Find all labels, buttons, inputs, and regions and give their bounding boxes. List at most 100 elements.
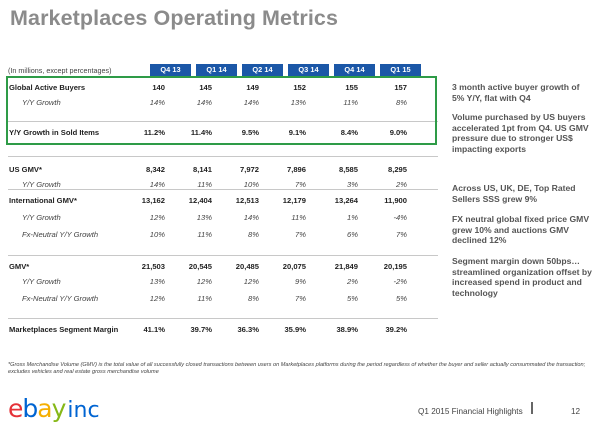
row-label: US GMV*: [9, 165, 42, 174]
table-cell: 145: [199, 83, 212, 92]
row-divider: [8, 318, 438, 319]
table-cell: 10%: [149, 230, 165, 239]
row-label: Fx-Neutral Y/Y Growth: [22, 294, 99, 303]
table-cell: 8%: [248, 230, 259, 239]
table-cell: 6%: [347, 230, 358, 239]
table-cell: 155: [345, 83, 358, 92]
table-cell: -2%: [393, 277, 407, 286]
commentary-item: Volume purchased by US buyers accelerate…: [452, 112, 589, 154]
table-cell: 8%: [396, 98, 407, 107]
table-cell: 13,162: [141, 196, 165, 205]
row-label: Y/Y Growth in Sold Items: [9, 128, 100, 137]
table-cell: 41.1%: [143, 325, 165, 334]
table-cell: 8,295: [387, 165, 407, 174]
table-cell: 14%: [196, 98, 212, 107]
table-cell: 10%: [243, 180, 259, 189]
table-cell: 39.2%: [385, 325, 407, 334]
commentary-item: 3 month active buyer growth of 5% Y/Y, f…: [452, 82, 580, 103]
table-cell: 140: [152, 83, 165, 92]
table-cell: 20,545: [188, 262, 212, 271]
units-note: (In millions, except percentages): [8, 66, 112, 75]
table-cell: 9.1%: [288, 128, 306, 137]
row-label: Y/Y Growth: [22, 277, 61, 286]
table-cell: 11%: [291, 213, 306, 222]
table-cell: 39.7%: [190, 325, 212, 334]
column-header: Q1 15: [380, 64, 421, 76]
table-cell: 7%: [396, 230, 407, 239]
column-header: Q4 14: [334, 64, 375, 76]
page-number: 12: [571, 407, 581, 416]
row-label: Global Active Buyers: [9, 83, 86, 92]
table-cell: 7,972: [239, 165, 259, 174]
table-cell: 20,485: [235, 262, 259, 271]
table-cell: 21,849: [334, 262, 358, 271]
table-cell: 1%: [347, 213, 358, 222]
table-cell: 5%: [347, 294, 358, 303]
row-label: GMV*: [9, 262, 30, 271]
table-cell: 149: [246, 83, 259, 92]
footnote: *Gross Merchandise Volume (GMV) is the t…: [8, 362, 586, 376]
row-label: Marketplaces Segment Margin: [9, 325, 119, 334]
table-cell: 38.9%: [336, 325, 358, 334]
ebay-inc-logo: ebayinc: [8, 394, 100, 423]
table-cell: 7%: [295, 230, 306, 239]
table-cell: 36.3%: [237, 325, 259, 334]
table-cell: 12,179: [282, 196, 306, 205]
footer-title: Q1 2015 Financial Highlights: [418, 407, 523, 416]
table-cell: 12%: [243, 277, 259, 286]
table-cell: 12%: [149, 294, 165, 303]
table-cell: 11%: [197, 294, 212, 303]
row-divider: [8, 255, 438, 256]
table-cell: 7%: [295, 180, 306, 189]
table-cell: 7%: [295, 294, 306, 303]
table-cell: 152: [293, 83, 306, 92]
row-divider: [8, 189, 438, 190]
table-cell: 12,404: [188, 196, 212, 205]
table-cell: 8%: [248, 294, 259, 303]
table-cell: 13%: [196, 213, 212, 222]
table-cell: 11%: [197, 230, 212, 239]
page-title: Marketplaces Operating Metrics: [10, 6, 339, 30]
row-label: Fx-Neutral Y/Y Growth: [22, 230, 99, 239]
row-divider: [8, 121, 438, 122]
table-cell: 3%: [347, 180, 358, 189]
column-header: Q2 14: [242, 64, 283, 76]
table-cell: 14%: [243, 98, 259, 107]
commentary-item: Segment margin down 50bps… streamlined o…: [452, 256, 592, 298]
row-label: Y/Y Growth: [22, 180, 61, 189]
row-label: Y/Y Growth: [22, 98, 61, 107]
table-cell: 11,900: [384, 196, 407, 205]
table-cell: 9.5%: [241, 128, 259, 137]
highlight-box: [6, 76, 437, 145]
table-cell: 9%: [295, 277, 306, 286]
table-cell: 2%: [347, 277, 358, 286]
table-cell: 11%: [343, 98, 358, 107]
table-cell: 12%: [149, 213, 165, 222]
table-cell: 2%: [396, 180, 407, 189]
table-cell: 8,585: [338, 165, 358, 174]
table-cell: 20,195: [383, 262, 407, 271]
table-cell: 13%: [290, 98, 306, 107]
table-cell: 157: [394, 83, 407, 92]
row-divider: [8, 156, 438, 157]
column-header: Q4 13: [150, 64, 191, 76]
table-cell: 7,896: [286, 165, 306, 174]
table-cell: 14%: [243, 213, 259, 222]
commentary-item: Across US, UK, DE, Top Rated Sellers SSS…: [452, 183, 576, 204]
table-cell: 35.9%: [284, 325, 306, 334]
row-label: International GMV*: [9, 196, 77, 205]
table-cell: 11.4%: [190, 128, 212, 137]
table-cell: 14%: [149, 98, 165, 107]
table-cell: -4%: [393, 213, 407, 222]
commentary-item: FX neutral global fixed price GMV grew 1…: [452, 214, 590, 245]
table-cell: 8,141: [192, 165, 212, 174]
footer-divider: [531, 402, 533, 414]
table-cell: 13%: [149, 277, 165, 286]
table-cell: 20,075: [282, 262, 306, 271]
table-cell: 8,342: [145, 165, 165, 174]
table-cell: 21,503: [141, 262, 165, 271]
table-cell: 11.2%: [143, 128, 165, 137]
row-label: Y/Y Growth: [22, 213, 61, 222]
table-cell: 12%: [196, 277, 212, 286]
column-header: Q1 14: [196, 64, 237, 76]
